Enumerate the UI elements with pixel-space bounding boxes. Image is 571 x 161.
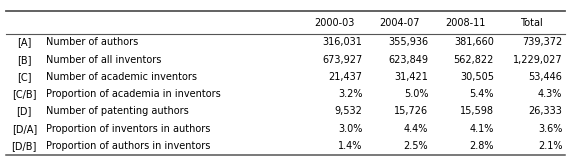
Text: 2004-07: 2004-07: [380, 18, 420, 28]
Text: [B]: [B]: [17, 55, 31, 65]
Text: 5.0%: 5.0%: [404, 89, 428, 99]
Text: 5.4%: 5.4%: [469, 89, 494, 99]
Text: 562,822: 562,822: [453, 55, 494, 65]
Text: 2.1%: 2.1%: [538, 141, 562, 151]
Text: 2008-11: 2008-11: [445, 18, 485, 28]
Text: Number of patenting authors: Number of patenting authors: [46, 106, 188, 116]
Text: 30,505: 30,505: [460, 72, 494, 82]
Text: 4.1%: 4.1%: [469, 124, 494, 134]
Text: [D/A]: [D/A]: [11, 124, 37, 134]
Text: 739,372: 739,372: [522, 38, 562, 47]
Text: 9,532: 9,532: [335, 106, 363, 116]
Text: 3.2%: 3.2%: [338, 89, 363, 99]
Text: 2.5%: 2.5%: [404, 141, 428, 151]
Text: 31,421: 31,421: [395, 72, 428, 82]
Text: Total: Total: [520, 18, 542, 28]
Text: 3.0%: 3.0%: [338, 124, 363, 134]
Text: 2000-03: 2000-03: [314, 18, 354, 28]
Text: 623,849: 623,849: [388, 55, 428, 65]
Text: 2.8%: 2.8%: [469, 141, 494, 151]
Text: 15,726: 15,726: [394, 106, 428, 116]
Text: Number of academic inventors: Number of academic inventors: [46, 72, 196, 82]
Text: 26,333: 26,333: [529, 106, 562, 116]
Text: [C]: [C]: [17, 72, 31, 82]
Text: Number of authors: Number of authors: [46, 38, 138, 47]
Text: 15,598: 15,598: [460, 106, 494, 116]
Text: Proportion of academia in inventors: Proportion of academia in inventors: [46, 89, 220, 99]
Text: 53,446: 53,446: [529, 72, 562, 82]
Text: [D]: [D]: [17, 106, 32, 116]
Text: 3.6%: 3.6%: [538, 124, 562, 134]
Text: 316,031: 316,031: [323, 38, 363, 47]
Text: 4.4%: 4.4%: [404, 124, 428, 134]
Text: 355,936: 355,936: [388, 38, 428, 47]
Text: 1,229,027: 1,229,027: [513, 55, 562, 65]
Text: Proportion of inventors in authors: Proportion of inventors in authors: [46, 124, 210, 134]
Text: [A]: [A]: [17, 38, 31, 47]
Text: 4.3%: 4.3%: [538, 89, 562, 99]
Text: [D/B]: [D/B]: [11, 141, 37, 151]
Text: 381,660: 381,660: [454, 38, 494, 47]
Text: 673,927: 673,927: [323, 55, 363, 65]
Text: Proportion of authors in inventors: Proportion of authors in inventors: [46, 141, 210, 151]
Text: 1.4%: 1.4%: [338, 141, 363, 151]
Text: [C/B]: [C/B]: [12, 89, 37, 99]
Text: Number of all inventors: Number of all inventors: [46, 55, 161, 65]
Text: 21,437: 21,437: [328, 72, 363, 82]
